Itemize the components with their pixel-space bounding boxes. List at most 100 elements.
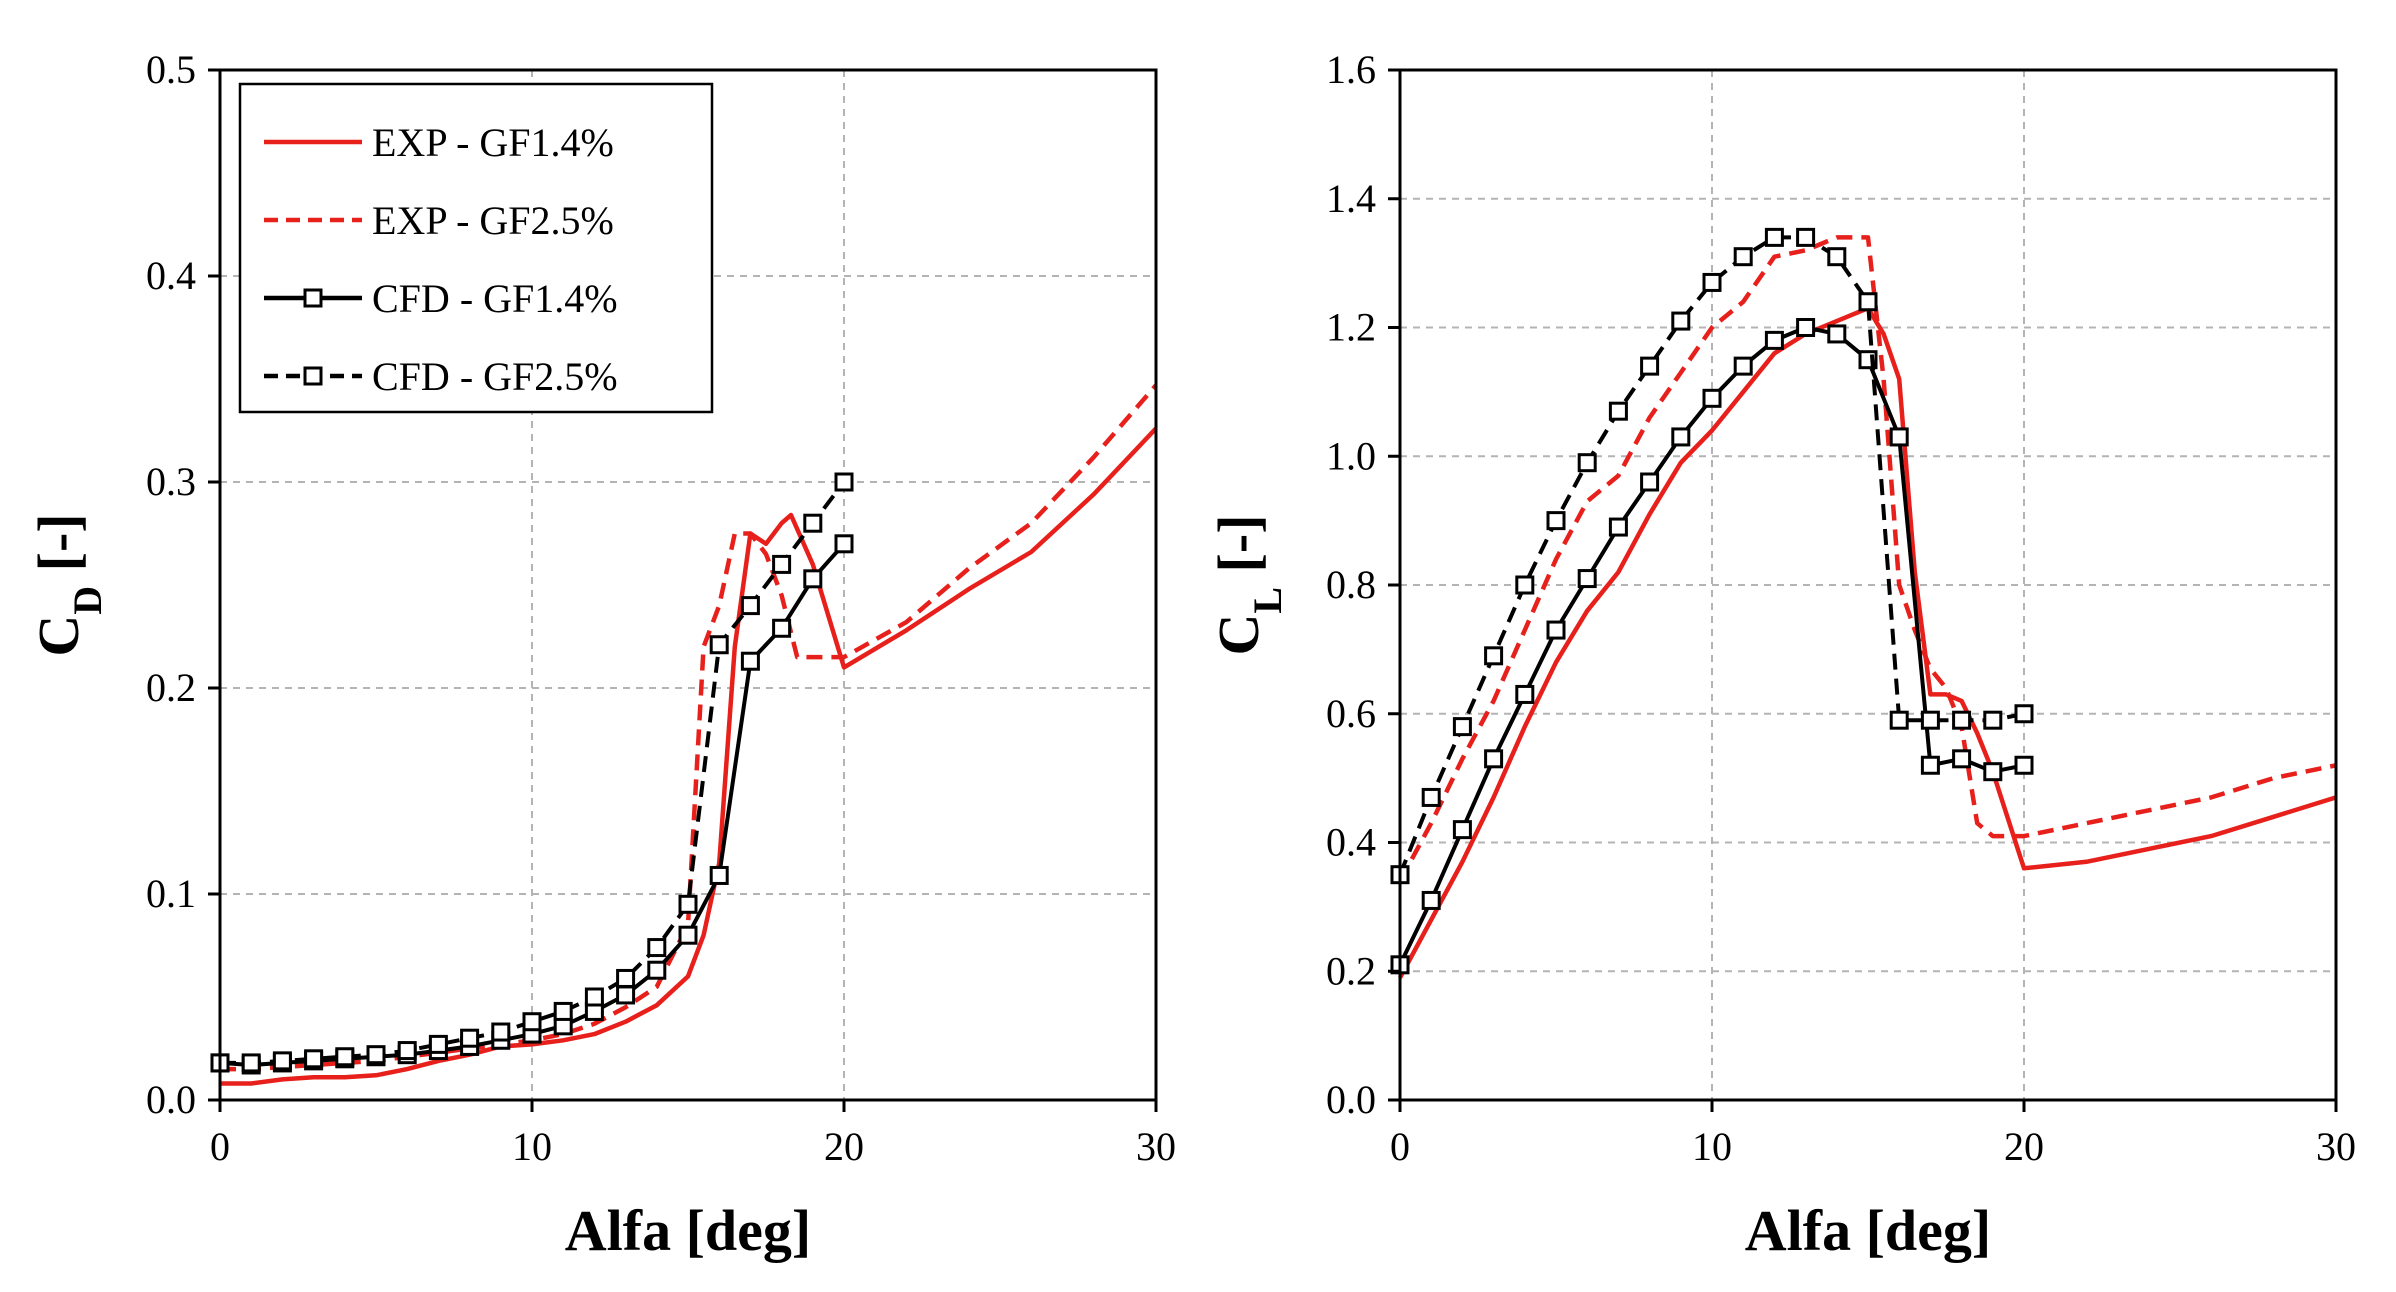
plot-frame <box>218 68 1158 1102</box>
y-tick-label: 0.2 <box>1326 948 1376 993</box>
data-point <box>647 960 667 980</box>
data-point <box>428 1034 448 1054</box>
data-point <box>1671 311 1691 331</box>
y-tick-label: 0.3 <box>146 459 196 504</box>
data-point <box>1889 427 1909 447</box>
y-tick-label: 0.4 <box>1326 820 1376 865</box>
data-point <box>272 1051 292 1071</box>
data-point <box>709 635 729 655</box>
data-point <box>366 1045 386 1065</box>
data-point <box>584 987 604 1007</box>
y-tick-label: 0.4 <box>146 253 196 298</box>
data-point <box>1920 755 1940 775</box>
data-point <box>335 1047 355 1067</box>
series-EXP - GF1.4% <box>220 426 1158 1086</box>
data-point <box>1827 324 1847 344</box>
data-point <box>1702 272 1722 292</box>
series-EXP - GF2.5% <box>1398 235 2337 883</box>
series-line <box>220 383 1158 1072</box>
series-line <box>1398 305 2337 979</box>
data-point <box>1577 569 1597 589</box>
data-point <box>1484 646 1504 666</box>
data-point <box>1733 247 1753 267</box>
data-point <box>1608 517 1628 537</box>
y-tick-label: 0.0 <box>1326 1077 1376 1122</box>
data-point <box>1546 511 1566 531</box>
data-point <box>803 513 823 533</box>
data-point <box>1764 227 1784 247</box>
data-point <box>772 618 792 638</box>
legend-label: EXP - GF1.4% <box>372 120 614 165</box>
series-EXP - GF2.5% <box>220 383 1158 1072</box>
data-point <box>522 1012 542 1032</box>
data-point <box>740 651 760 671</box>
data-point <box>1764 330 1784 350</box>
y-tick-label: 0.0 <box>146 1077 196 1122</box>
y-axis-label: CL [-] <box>1206 514 1290 655</box>
data-point <box>1515 684 1535 704</box>
legend-label: EXP - GF2.5% <box>372 198 614 243</box>
series-EXP - GF1.4% <box>1398 305 2337 979</box>
x-tick-label: 0 <box>1390 1124 1410 1169</box>
data-point <box>678 894 698 914</box>
data-point <box>1952 749 1972 769</box>
y-axis-unit: [-] <box>26 513 91 585</box>
y-axis-subscript: L <box>1245 587 1290 614</box>
data-point <box>1421 787 1441 807</box>
legend-box <box>238 82 714 414</box>
data-point <box>1671 427 1691 447</box>
legend: EXP - GF1.4% EXP - GF2.5% CFD - GF1.4% CFD … <box>238 82 714 414</box>
y-axis-symbol: C <box>26 615 91 657</box>
data-point <box>553 1001 573 1021</box>
legend-label: CFD - GF1.4% <box>372 276 618 321</box>
y-tick-label: 1.0 <box>1326 433 1376 478</box>
data-point <box>1889 710 1909 730</box>
data-point <box>1796 318 1816 337</box>
data-point <box>1421 890 1441 910</box>
data-point <box>1733 356 1753 376</box>
x-axis-label: Alfa [deg] <box>565 1198 811 1263</box>
series-line <box>220 480 846 1065</box>
data-point <box>803 569 823 589</box>
x-tick-label: 20 <box>824 1124 864 1169</box>
data-point <box>616 968 636 988</box>
data-point <box>1796 227 1816 247</box>
data-point <box>709 865 729 885</box>
y-tick-label: 1.2 <box>1326 305 1376 350</box>
data-point <box>1640 472 1660 492</box>
x-tick-label: 20 <box>2004 1124 2044 1169</box>
x-axis-label: Alfa [deg] <box>1745 1198 1991 1263</box>
lift-coefficient-chart: 0 10 20 30 0.0 0.2 0.4 0.6 0.8 1.0 1.2 1.4 1.6 Alfa [… <box>1206 47 2356 1263</box>
legend-marker <box>303 366 323 386</box>
data-point <box>397 1041 417 1061</box>
data-point <box>616 985 636 1005</box>
series-line <box>1398 235 2337 883</box>
y-tick-label: 1.4 <box>1326 176 1376 221</box>
x-tick-label: 10 <box>1692 1124 1732 1169</box>
x-tick-label: 30 <box>2316 1124 2356 1169</box>
y-tick-label: 0.2 <box>146 665 196 710</box>
data-point <box>1546 620 1566 640</box>
y-axis-label: CD [-] <box>26 513 110 656</box>
data-point <box>2014 704 2034 724</box>
series-CFD - GF2.5% <box>210 472 854 1073</box>
data-point <box>304 1049 324 1069</box>
data-point <box>1515 575 1535 595</box>
data-point <box>1702 388 1722 408</box>
y-tick-label: 0.8 <box>1326 562 1376 607</box>
gridlines <box>1400 70 2336 1100</box>
legend-marker <box>303 288 323 308</box>
data-point <box>2014 755 2034 775</box>
drag-coefficient-chart: 0 10 20 30 0.0 0.1 0.2 0.3 0.4 0.5 Alfa [deg] CD [-… <box>26 47 1176 1263</box>
data-point <box>1952 710 1972 730</box>
data-point <box>834 534 854 554</box>
data-point <box>678 925 698 945</box>
series-CFD - GF1.4% <box>1390 318 2034 975</box>
data-point <box>647 938 667 958</box>
data-point <box>1827 247 1847 267</box>
data-point <box>834 472 854 492</box>
series-line <box>1398 235 2025 876</box>
y-axis-subscript: D <box>65 586 110 615</box>
data-point <box>1484 749 1504 769</box>
